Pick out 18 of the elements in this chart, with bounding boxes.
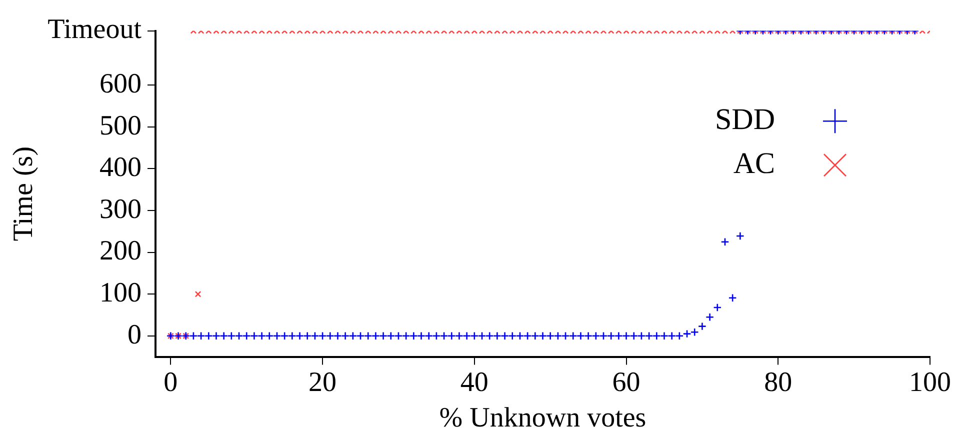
y-tick-label: 500 [99,110,142,142]
y-axis-title: Time (s) [8,146,40,242]
legend-label: SDD [714,103,775,136]
y-tick-label: 200 [99,236,142,267]
y-tick-label: 0 [127,319,142,350]
y-tick-label: Timeout [48,14,142,46]
x-tick-label: 100 [909,366,951,398]
x-tick-label: 20 [308,366,337,398]
y-tick-label: 100 [99,277,142,308]
x-tick-label: 40 [460,366,488,398]
x-tick-label: 0 [164,366,178,398]
y-tick-label: 400 [99,152,142,184]
y-tick-label: 600 [99,68,142,100]
x-tick-label: 60 [612,366,640,398]
y-tick-label: 300 [99,194,142,225]
x-axis-title: % Unknown votes [439,402,646,434]
x-tick-label: 80 [764,366,792,398]
legend-label: AC [733,147,775,180]
